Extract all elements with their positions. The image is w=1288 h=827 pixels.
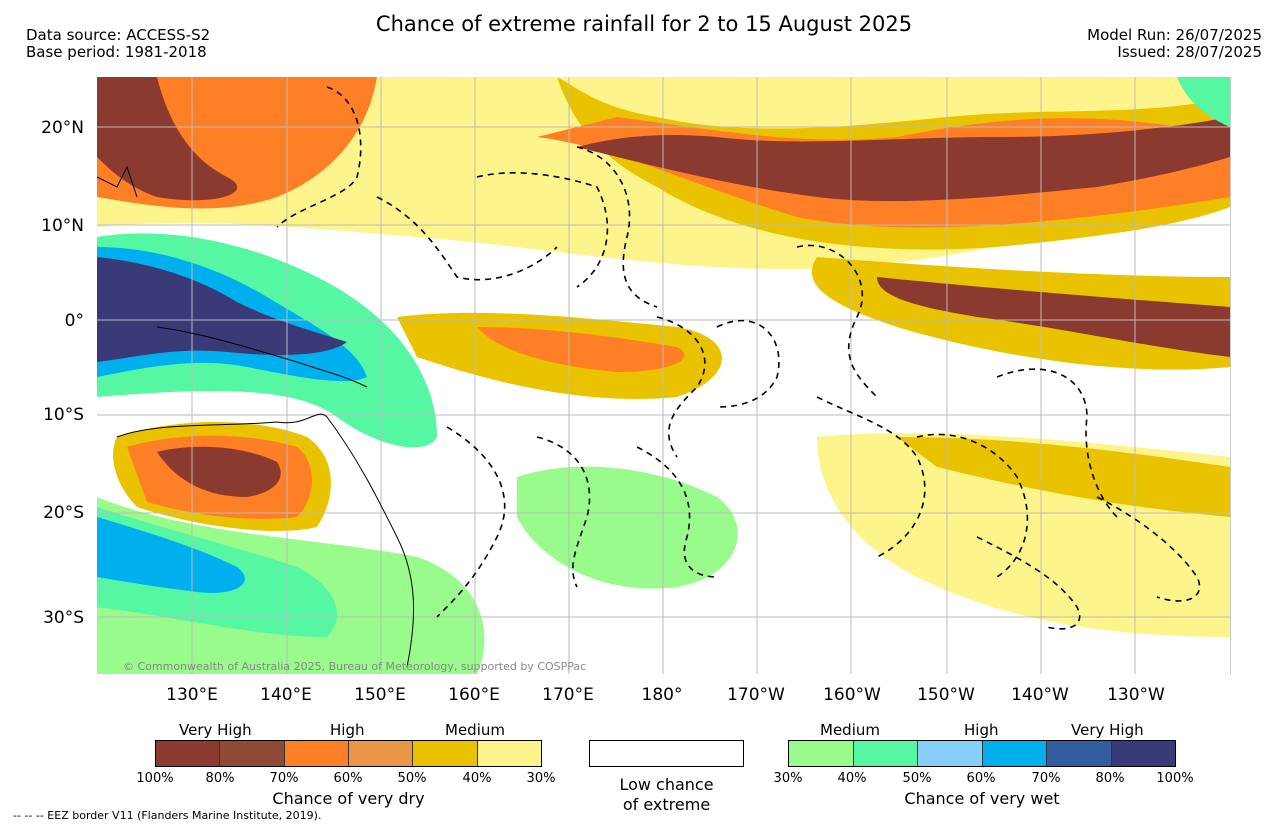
legend-dry-tick: 30% <box>526 771 556 786</box>
legend-wet-tick: 50% <box>902 771 932 786</box>
issued-label: Issued: 28/07/2025 <box>1117 43 1262 61</box>
legend-dry-swatch-3 <box>348 741 414 766</box>
legend-wet-tick: 70% <box>1031 771 1061 786</box>
lat-label-0: 0° <box>64 311 84 331</box>
legend-dry-swatch-1 <box>220 741 285 766</box>
legend-wet-swatch-5 <box>1111 741 1175 766</box>
wet-region-south-blue <box>97 517 245 593</box>
dry-region-eq-east-brown <box>877 277 1230 357</box>
legend-dry-tick: 100% <box>136 771 174 786</box>
lon-label-160w: 160°W <box>823 685 881 705</box>
legend-dry-swatch-0 <box>156 741 221 766</box>
legend-dry-tick: 70% <box>269 771 299 786</box>
legend-dry-tick: 80% <box>205 771 235 786</box>
map-canvas <box>97 77 1230 674</box>
legend-wet-tick: 80% <box>1095 771 1125 786</box>
legend-dry-very-high: Very High <box>179 721 252 739</box>
legend-wet-swatch-4 <box>1047 741 1112 766</box>
legend-low-box <box>589 740 744 767</box>
lat-label-10s: 10°S <box>43 405 84 425</box>
legend-wet-swatch-1 <box>853 741 918 766</box>
legend-wet-colorbar <box>788 740 1176 767</box>
legend-wet-swatch-2 <box>918 741 983 766</box>
legend-dry-title: Chance of very dry <box>272 789 425 808</box>
legend-low-line2: of extreme <box>622 795 711 814</box>
model-run-label: Model Run: 26/07/2025 <box>1087 26 1262 44</box>
lat-label-20n: 20°N <box>41 118 84 138</box>
lon-label-180: 180° <box>641 685 683 705</box>
lon-label-170e: 170°E <box>542 685 594 705</box>
legend-wet-title: Chance of very wet <box>904 789 1060 808</box>
rainfall-map <box>97 77 1231 674</box>
copyright-notice: © Commonwealth of Australia 2025, Bureau… <box>123 660 587 673</box>
legend-dry-swatch-2 <box>284 741 349 766</box>
legend-dry-swatch-5 <box>477 741 541 766</box>
coastlines <box>97 165 415 668</box>
lon-label-150w: 150°W <box>917 685 975 705</box>
legend-dry-tick: 50% <box>397 771 427 786</box>
legend-dry-tick: 40% <box>462 771 492 786</box>
data-source-label: Data source: ACCESS-S2 <box>26 26 211 44</box>
dry-region-north-brown <box>577 117 1230 202</box>
wet-region-se-tip <box>1177 77 1230 127</box>
legend-dry-high: High <box>330 721 365 739</box>
legend-wet-swatch-3 <box>982 741 1047 766</box>
lon-label-130e: 130°E <box>166 685 218 705</box>
wet-region-central-south <box>517 466 738 589</box>
eez-borders <box>276 86 1201 630</box>
base-period-label: Base period: 1981-2018 <box>26 43 207 61</box>
dry-region-australia-brown <box>157 446 281 497</box>
legend-wet-swatch-0 <box>789 741 854 766</box>
lon-label-130w: 130°W <box>1107 685 1165 705</box>
legend-dry-swatch-4 <box>413 741 478 766</box>
map-title: Chance of extreme rainfall for 2 to 15 A… <box>375 12 913 36</box>
legend-wet-very-high: Very High <box>1071 721 1144 739</box>
legend-dry-medium: Medium <box>445 721 505 739</box>
wet-region-west-navy <box>97 257 347 362</box>
legend-wet-tick: 30% <box>773 771 803 786</box>
lon-label-160e: 160°E <box>448 685 500 705</box>
legend-dry-colorbar <box>155 740 542 767</box>
lat-label-20s: 20°S <box>43 503 84 523</box>
eez-footnote: -- -- -- EEZ border V11 (Flanders Marine… <box>13 809 322 822</box>
lat-label-10n: 10°N <box>41 216 84 236</box>
dry-region-eq-central-orange <box>477 327 685 372</box>
lat-label-30s: 30°S <box>43 608 84 628</box>
legend-wet-medium: Medium <box>820 721 880 739</box>
lon-label-150e: 150°E <box>354 685 406 705</box>
legend-wet-tick: 40% <box>837 771 867 786</box>
legend-wet-high: High <box>964 721 999 739</box>
legend-low-line1: Low chance <box>619 775 714 794</box>
lon-label-170w: 170°W <box>727 685 785 705</box>
legend-dry-tick: 60% <box>333 771 363 786</box>
lon-label-140w: 140°W <box>1011 685 1069 705</box>
legend-wet-tick: 100% <box>1156 771 1194 786</box>
dry-region-se-gold <box>897 437 1230 517</box>
legend-wet-tick: 60% <box>966 771 996 786</box>
lon-label-140e: 140°E <box>260 685 312 705</box>
dry-region-nw-brown <box>97 77 238 201</box>
